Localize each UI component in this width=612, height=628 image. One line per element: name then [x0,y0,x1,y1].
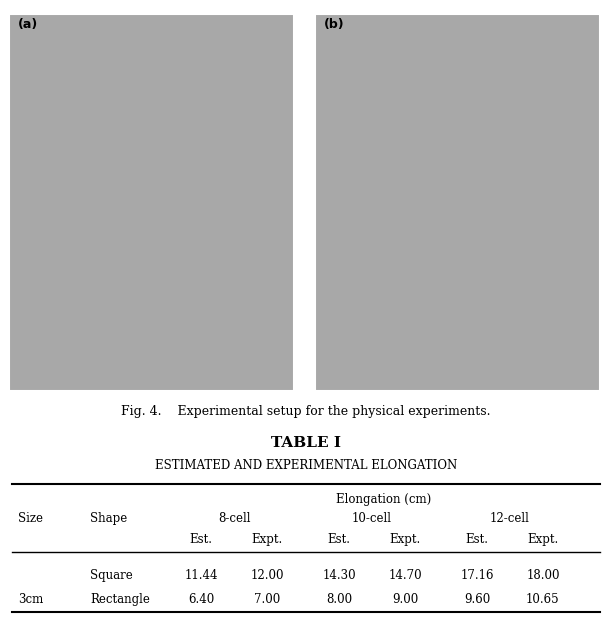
Text: Est.: Est. [327,533,351,546]
Text: 18.00: 18.00 [526,569,559,582]
Text: Shape: Shape [90,512,127,525]
Text: 10-cell: 10-cell [352,512,392,525]
Text: (a): (a) [18,18,39,31]
Text: 9.00: 9.00 [392,593,418,607]
Text: Fig. 4.    Experimental setup for the physical experiments.: Fig. 4. Experimental setup for the physi… [121,405,491,418]
Text: Expt.: Expt. [389,533,420,546]
Text: Size: Size [18,512,43,525]
Text: TABLE I: TABLE I [271,436,341,450]
Text: 12-cell: 12-cell [490,512,530,525]
Text: Rectangle: Rectangle [90,593,150,607]
FancyBboxPatch shape [315,14,600,391]
FancyBboxPatch shape [9,14,294,391]
Text: Est.: Est. [466,533,488,546]
Text: 8-cell: 8-cell [218,512,250,525]
Text: 14.70: 14.70 [388,569,422,582]
Text: ESTIMATED AND EXPERIMENTAL ELONGATION: ESTIMATED AND EXPERIMENTAL ELONGATION [155,459,457,472]
Text: 7.00: 7.00 [254,593,280,607]
Text: Square: Square [90,569,133,582]
Text: 12.00: 12.00 [250,569,284,582]
Text: 17.16: 17.16 [460,569,494,582]
Text: Est.: Est. [190,533,212,546]
Text: (b): (b) [324,18,345,31]
Text: 6.40: 6.40 [188,593,214,607]
Text: 8.00: 8.00 [326,593,352,607]
Text: 10.65: 10.65 [526,593,560,607]
Text: Elongation (cm): Elongation (cm) [337,493,431,506]
Text: 14.30: 14.30 [322,569,356,582]
Text: Expt.: Expt. [252,533,283,546]
Text: 11.44: 11.44 [184,569,218,582]
Text: 9.60: 9.60 [464,593,490,607]
Text: 3cm: 3cm [18,593,43,607]
Text: Expt.: Expt. [528,533,559,546]
